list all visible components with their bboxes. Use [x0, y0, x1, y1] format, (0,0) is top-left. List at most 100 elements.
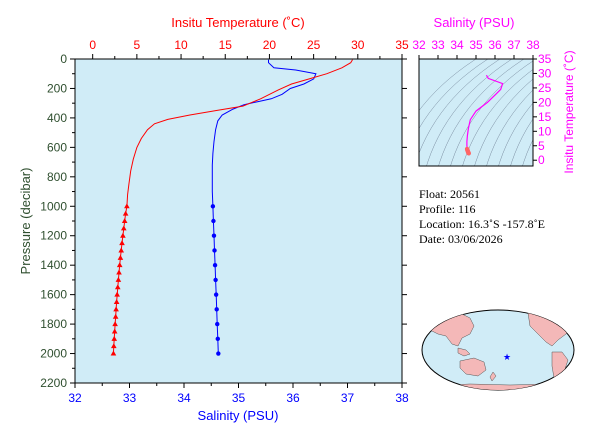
- temperature-axis-title: Insitu Temperature (˚C): [171, 15, 304, 30]
- pressure-tick-label: 800: [47, 170, 67, 184]
- pressure-tick-label: 1800: [40, 317, 67, 331]
- temperature-point: [110, 350, 117, 356]
- temperature-point: [113, 306, 119, 312]
- salinity-markers: [210, 204, 221, 356]
- salinity-point: [212, 248, 217, 253]
- temperature-point: [118, 247, 125, 253]
- temperature-markers: [110, 203, 130, 356]
- pressure-tick-label: 2200: [40, 376, 67, 390]
- profile-date: Date: 03/06/2026: [419, 232, 503, 246]
- temperature-point: [120, 225, 127, 231]
- temperature-point: [111, 335, 118, 341]
- land-new-zealand: [489, 371, 497, 382]
- salinity-profile-line: [211, 59, 317, 354]
- salinity-point: [212, 262, 218, 268]
- profile-plot-area: [74, 58, 403, 384]
- density-contour: [438, 59, 525, 166]
- pressure-axis: 0 200 400 600 800 1000 1200 1400 1600 1800 2000 220…: [40, 52, 407, 390]
- temperature-tick-label: 15: [219, 38, 233, 52]
- salinity-point: [215, 321, 220, 327]
- pressure-tick-label: 2000: [40, 347, 67, 361]
- world-map: ★: [421, 309, 575, 391]
- density-contour: [510, 118, 533, 166]
- ts-temperature-tick-label: 20: [538, 95, 552, 109]
- ts-temperature-tick-label: 25: [538, 81, 552, 95]
- land-australia: [459, 357, 487, 377]
- pressure-tick-label: 200: [47, 81, 67, 95]
- ts-salinity-tick-label: 32: [412, 38, 426, 52]
- float-location-marker: ★: [503, 352, 511, 362]
- salinity-point: [215, 336, 220, 342]
- profile-plot: 0200400600800100012001400160018002000220…: [18, 15, 409, 423]
- salinity-axis: 32 33 34 35 36 37 38: [68, 383, 409, 405]
- temperature-point: [122, 210, 129, 216]
- density-contour: [474, 78, 533, 166]
- ts-salinity-tick-label: 38: [526, 38, 540, 52]
- ts-salinity-axis-title: Salinity (PSU): [434, 15, 515, 30]
- temperature-tick-label: 10: [174, 38, 188, 52]
- temperature-point: [120, 232, 126, 238]
- temperature-point: [115, 276, 122, 282]
- temperature-point: [112, 321, 118, 327]
- salinity-point: [213, 292, 219, 297]
- temperature-point: [113, 299, 120, 304]
- temperature-point: [119, 240, 125, 246]
- float-location: Location: 16.3˚S -157.8˚E: [419, 217, 545, 231]
- salinity-tick-label: 34: [177, 391, 191, 405]
- ts-curve: [466, 74, 504, 148]
- ts-temperature-tick-label: 10: [538, 124, 552, 138]
- salinity-point: [210, 204, 216, 209]
- salinity-tick-label: 32: [68, 391, 82, 405]
- temperature-point: [116, 262, 123, 268]
- salinity-axis-title: Salinity (PSU): [198, 408, 279, 423]
- ts-point: [466, 151, 471, 156]
- pressure-axis-title: Pressure (decibar): [18, 168, 33, 275]
- density-contour: [486, 89, 533, 166]
- ts-salinity-tick-label: 37: [507, 38, 521, 52]
- density-contours: [419, 59, 533, 166]
- salinity-tick-label: 35: [232, 391, 246, 405]
- density-contour: [462, 69, 533, 166]
- salinity-tick-label: 37: [341, 391, 355, 405]
- ts-temperature-tick-label: 35: [538, 52, 552, 66]
- ts-salinity-tick-label: 35: [469, 38, 483, 52]
- pressure-tick-label: 1000: [40, 199, 67, 213]
- temperature-tick-label: 5: [134, 38, 141, 52]
- pressure-tick-label: 600: [47, 140, 67, 154]
- ts-salinity-tick-label: 33: [431, 38, 445, 52]
- salinity-point: [211, 218, 216, 224]
- temperature-point: [110, 343, 117, 349]
- ts-temperature-tick-label: 5: [538, 139, 545, 153]
- temperature-tick-label: 30: [351, 38, 365, 52]
- pressure-tick-label: 1400: [40, 258, 67, 272]
- density-contour: [498, 102, 533, 166]
- temperature-point: [124, 203, 130, 209]
- temperature-tick-label: 35: [395, 38, 409, 52]
- temperature-tick-label: 20: [263, 38, 277, 52]
- temperature-point: [121, 218, 128, 223]
- land-southeast-asia: [457, 347, 471, 357]
- temperature-tick-label: 0: [89, 38, 96, 52]
- temperature-point: [111, 328, 118, 334]
- salinity-point: [211, 233, 217, 238]
- ts-salinity-tick-label: 36: [488, 38, 502, 52]
- salinity-point: [216, 351, 221, 356]
- pressure-tick-label: 400: [47, 111, 67, 125]
- ts-temperature-tick-label: 15: [538, 110, 552, 124]
- salinity-point: [214, 307, 219, 312]
- float-id: Float: 20561: [419, 187, 481, 201]
- ts-temperature-tick-label: 0: [538, 153, 545, 167]
- salinity-tick-label: 36: [286, 391, 300, 405]
- temperature-point: [114, 284, 121, 290]
- ts-temperature-tick-label: 30: [538, 66, 552, 80]
- temperature-tick-label: 25: [307, 38, 321, 52]
- ts-salinity-tick-label: 34: [450, 38, 464, 52]
- ts-plot-area: [419, 59, 533, 166]
- land-antarctica: [429, 383, 571, 390]
- density-contour: [419, 59, 501, 154]
- density-contour: [419, 59, 489, 129]
- ts-deep-points: [464, 146, 471, 156]
